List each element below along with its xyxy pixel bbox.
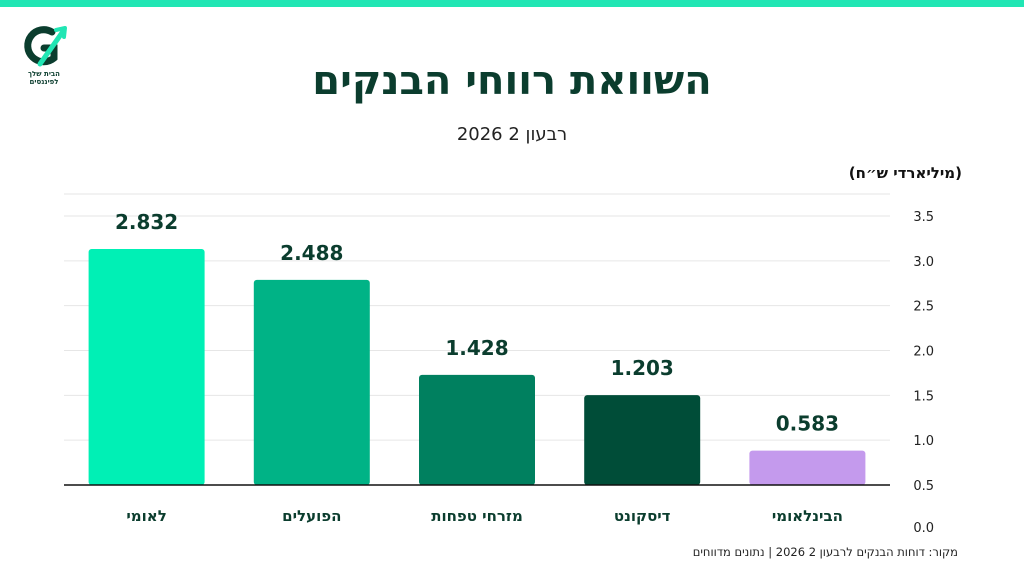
y-tick-label: 0.5 bbox=[913, 479, 934, 494]
y-tick-label: 3.0 bbox=[913, 255, 934, 270]
bar-value-label: 0.583 bbox=[776, 412, 839, 436]
y-tick-label: 1.0 bbox=[913, 434, 934, 449]
x-category-label: דיסקונט bbox=[614, 507, 671, 525]
x-category-label: לאומי bbox=[126, 507, 166, 525]
bar bbox=[584, 395, 701, 485]
bar bbox=[88, 248, 205, 485]
bar bbox=[253, 279, 370, 485]
x-category-label: הבינלאומי bbox=[772, 507, 843, 525]
bar-value-label: 2.488 bbox=[280, 241, 343, 265]
y-axis-unit-label: (מיליארדי ש״ח) bbox=[848, 164, 962, 182]
y-tick-label: 2.0 bbox=[913, 345, 934, 360]
brand-logo-text: הבית שלך לפיננסים bbox=[28, 70, 60, 86]
top-accent-bar bbox=[0, 0, 1024, 7]
x-category-label: מזרחי טפחות bbox=[431, 507, 523, 525]
brand-logo-icon bbox=[24, 26, 67, 67]
bar-value-label: 1.428 bbox=[445, 336, 508, 360]
bar-value-label: 1.203 bbox=[611, 356, 674, 380]
x-category-label: הפועלים bbox=[282, 507, 341, 525]
chart-title: השוואת רווחי הבנקים bbox=[312, 58, 712, 104]
bar-value-label: 2.832 bbox=[115, 210, 178, 234]
y-tick-label: 1.5 bbox=[913, 389, 934, 404]
y-tick-label: 2.5 bbox=[913, 300, 934, 315]
bar bbox=[749, 450, 866, 485]
source-note: מקור: דוחות הבנקים לרבעון 2 2026 | נתוני… bbox=[692, 545, 958, 559]
bar bbox=[419, 374, 535, 485]
y-tick-label: 0.0 bbox=[913, 521, 934, 536]
chart-subtitle: רבעון 2 2026 bbox=[456, 124, 568, 145]
y-tick-label: 3.5 bbox=[913, 210, 934, 225]
